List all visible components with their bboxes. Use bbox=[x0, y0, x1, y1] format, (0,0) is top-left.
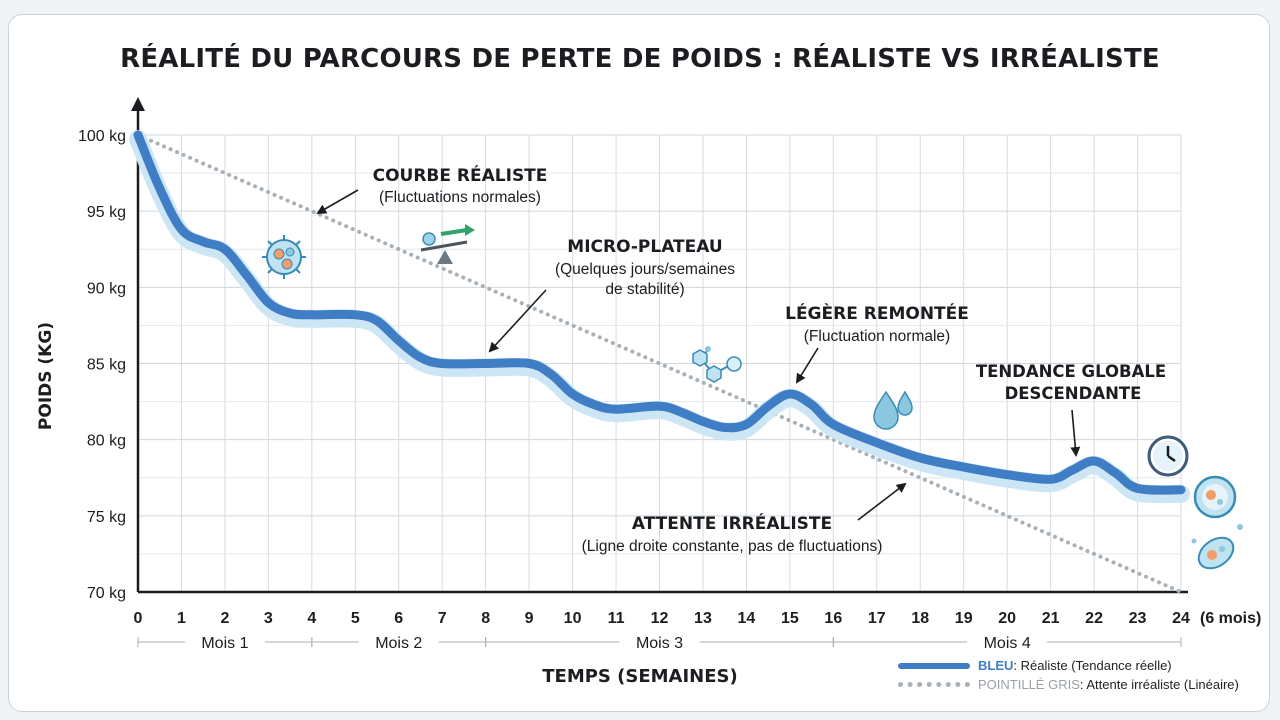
x-tick-label: 22 bbox=[1085, 610, 1103, 627]
annotation-subtitle: (Ligne droite constante, pas de fluctuat… bbox=[582, 538, 883, 555]
series-group bbox=[129, 130, 1190, 594]
month-label: Mois 2 bbox=[375, 635, 422, 652]
balance-scale-icon bbox=[420, 224, 475, 264]
x-tick-label: 14 bbox=[738, 610, 756, 627]
x-tick-label: 8 bbox=[481, 610, 490, 627]
legend-name: POINTILLÉ GRIS bbox=[978, 677, 1080, 692]
month-label: Mois 1 bbox=[201, 635, 248, 652]
y-axis-label: POIDS (KG) bbox=[36, 322, 56, 430]
x-tick-label: 20 bbox=[998, 610, 1016, 627]
x-tick-label: 2 bbox=[220, 610, 229, 627]
legend-name: BLEU bbox=[978, 658, 1014, 673]
x-tick-label: 23 bbox=[1129, 610, 1147, 627]
annotation-courbe-realiste: COURBE RÉALISTE (Fluctuations normales) bbox=[316, 164, 548, 214]
x-tick-label: 10 bbox=[564, 610, 582, 627]
annotation-legere-remontee: LÉGÈRE REMONTÉE (Fluctuation normale) bbox=[785, 302, 969, 384]
annotation-attente-irrealiste: ATTENTE IRRÉALISTE (Ligne droite constan… bbox=[582, 482, 907, 555]
chart-title: RÉALITÉ DU PARCOURS DE PERTE DE POIDS : … bbox=[120, 44, 1160, 74]
cell-icon bbox=[1193, 475, 1237, 519]
x-tick-label: 6 bbox=[394, 610, 403, 627]
legend-item-realiste: BLEU : Réaliste (Tendance réelle) bbox=[898, 656, 1239, 675]
month-label: Mois 3 bbox=[636, 635, 683, 652]
x-tick-label: 18 bbox=[911, 610, 929, 627]
x-tick-label: 5 bbox=[351, 610, 360, 627]
x-tick-label: 12 bbox=[651, 610, 669, 627]
month-brackets: Mois 1 Mois 2 Mois 3 Mois 4 bbox=[137, 635, 1182, 652]
legend-swatch-blue bbox=[898, 662, 970, 669]
annotation-arrow bbox=[795, 347, 819, 384]
molecule-icon bbox=[692, 346, 742, 383]
x-end-note: (6 mois) bbox=[1200, 610, 1261, 627]
annotation-tendance-globale: TENDANCE GLOBALE DESCENDANTE bbox=[976, 362, 1166, 457]
y-tick-label: 80 kg bbox=[87, 433, 126, 450]
annotation-subtitle-line1: (Quelques jours/semaines bbox=[555, 261, 735, 278]
y-tick-labels: 100 kg 95 kg 90 kg 85 kg 80 kg 75 kg 70 kg bbox=[78, 128, 126, 602]
legend: BLEU : Réaliste (Tendance réelle) POINTI… bbox=[898, 656, 1239, 694]
annotation-title-line2: DESCENDANTE bbox=[1005, 384, 1142, 403]
x-tick-label: 4 bbox=[307, 610, 316, 627]
x-tick-labels: 0 1 2 3 4 5 6 7 8 9 10 11 12 13 14 15 16 17 18 19 20 21 22 23 24 bbox=[134, 610, 1190, 627]
annotation-arrow bbox=[488, 289, 547, 353]
x-tick-label: 16 bbox=[824, 610, 842, 627]
x-tick-label: 0 bbox=[134, 610, 143, 627]
microbe-icon bbox=[1191, 524, 1243, 570]
x-tick-label: 7 bbox=[438, 610, 447, 627]
annotation-arrow bbox=[1070, 409, 1081, 457]
x-tick-label: 17 bbox=[868, 610, 886, 627]
bacteria-icon bbox=[262, 235, 306, 279]
legend-item-irrealiste: POINTILLÉ GRIS : Attente irréaliste (Lin… bbox=[898, 675, 1239, 694]
x-tick-label: 11 bbox=[608, 610, 625, 627]
x-tick-label: 24 bbox=[1172, 610, 1190, 627]
legend-desc: : Réaliste (Tendance réelle) bbox=[1013, 658, 1172, 673]
x-tick-label: 3 bbox=[264, 610, 273, 627]
annotation-subtitle: (Fluctuation normale) bbox=[804, 328, 950, 345]
annotation-title: LÉGÈRE REMONTÉE bbox=[785, 302, 969, 324]
annotation-title: ATTENTE IRRÉALISTE bbox=[632, 512, 832, 534]
series-realistic-line bbox=[133, 130, 1186, 495]
series-unrealistic-line bbox=[136, 133, 1183, 594]
legend-desc: : Attente irréaliste (Linéaire) bbox=[1079, 677, 1239, 692]
y-tick-label: 90 kg bbox=[87, 280, 126, 297]
annotation-micro-plateau: MICRO-PLATEAU (Quelques jours/semaines d… bbox=[488, 237, 735, 353]
y-tick-label: 75 kg bbox=[87, 509, 126, 526]
annotation-subtitle: (Fluctuations normales) bbox=[379, 189, 541, 206]
x-axis-label: TEMPS (SEMAINES) bbox=[542, 666, 738, 687]
clock-icon bbox=[1147, 435, 1189, 477]
water-drops-icon bbox=[873, 390, 913, 430]
annotation-arrow bbox=[316, 189, 359, 214]
y-tick-label: 95 kg bbox=[87, 204, 126, 221]
x-tick-label: 15 bbox=[781, 610, 799, 627]
y-tick-label: 70 kg bbox=[87, 585, 126, 602]
x-tick-label: 21 bbox=[1042, 610, 1060, 627]
y-tick-label: 100 kg bbox=[78, 128, 126, 145]
annotation-title: COURBE RÉALISTE bbox=[373, 164, 548, 186]
annotation-title-line1: TENDANCE GLOBALE bbox=[976, 362, 1166, 381]
annotation-title: MICRO-PLATEAU bbox=[567, 237, 722, 257]
annotation-subtitle-line2: de stabilité) bbox=[605, 281, 684, 298]
y-tick-label: 85 kg bbox=[87, 357, 126, 374]
x-tick-label: 19 bbox=[955, 610, 973, 627]
month-label: Mois 4 bbox=[984, 635, 1031, 652]
legend-swatch-gray bbox=[898, 682, 970, 687]
annotation-arrow bbox=[857, 482, 907, 521]
axes bbox=[131, 97, 1188, 594]
x-tick-label: 1 bbox=[177, 610, 186, 627]
x-tick-label: 13 bbox=[694, 610, 712, 627]
x-tick-label: 9 bbox=[525, 610, 534, 627]
